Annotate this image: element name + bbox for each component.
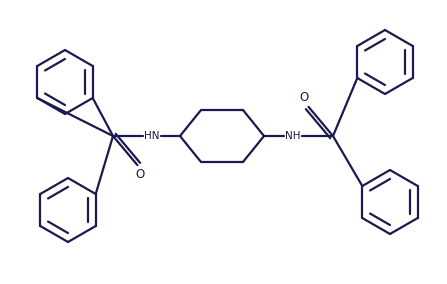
Text: O: O <box>136 168 145 181</box>
Text: HN: HN <box>144 131 160 141</box>
Text: O: O <box>299 91 308 105</box>
Text: NH: NH <box>285 131 301 141</box>
